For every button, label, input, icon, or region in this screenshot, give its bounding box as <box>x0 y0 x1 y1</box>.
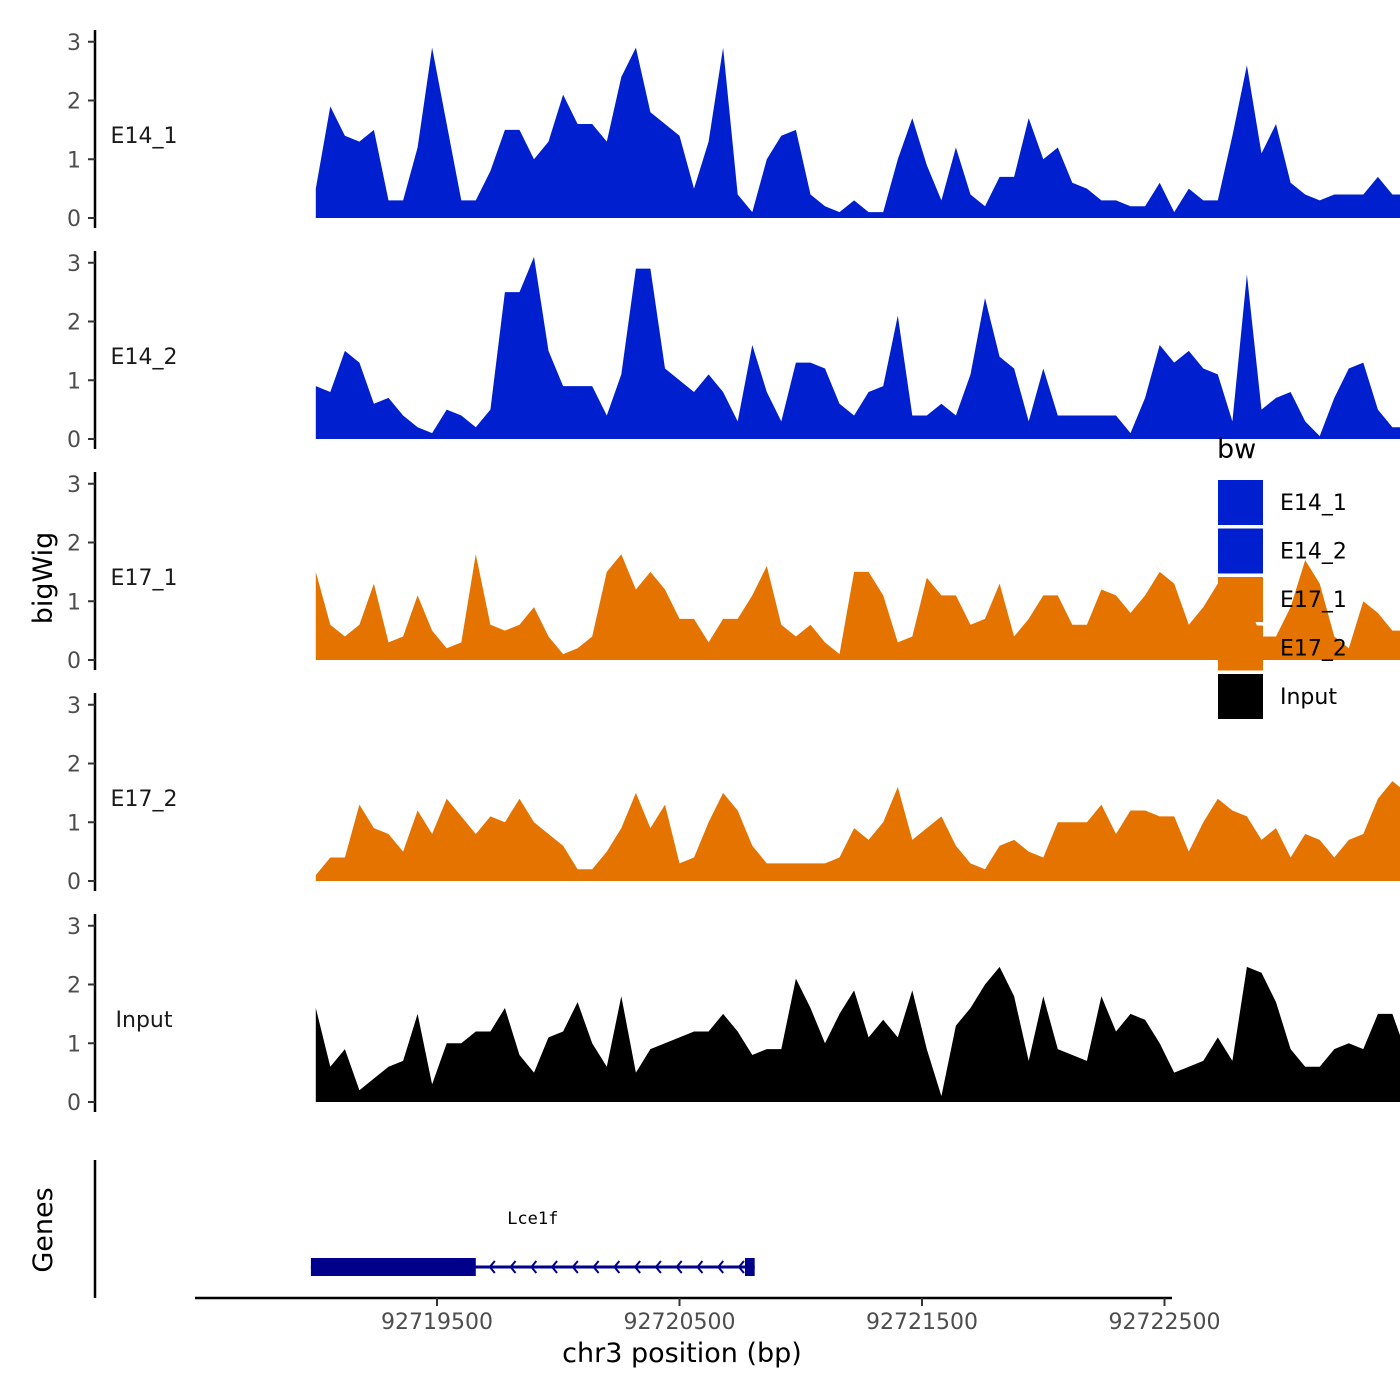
y-tick-label: 3 <box>67 252 81 277</box>
track-label: Input <box>116 1008 173 1033</box>
y-tick-label: 0 <box>67 870 81 895</box>
x-tick-label: 92722500 <box>1109 1310 1221 1335</box>
track-label: E14_1 <box>111 124 178 149</box>
track-label: E17_1 <box>111 566 178 591</box>
legend-label-e17-1: E17_1 <box>1280 588 1347 613</box>
y-axis-title: bigWig <box>28 532 59 625</box>
legend-swatch-e14-1 <box>1218 480 1263 525</box>
y-tick-label: 3 <box>67 473 81 498</box>
gene-exon-block <box>744 1258 755 1276</box>
y-tick-label: 0 <box>67 428 81 453</box>
y-tick-label: 3 <box>67 694 81 719</box>
legend: bw E14_1 E14_2 E17_1 E17_2 Input <box>1217 434 1347 719</box>
y-tick-label: 1 <box>67 590 81 615</box>
strand-arrow <box>530 1260 538 1274</box>
strand-arrow <box>550 1260 558 1274</box>
y-tick-label: 2 <box>67 532 81 557</box>
y-tick-label: 2 <box>67 90 81 115</box>
genes-track-title: Genes <box>28 1187 59 1272</box>
strand-arrow <box>654 1260 662 1274</box>
legend-swatch-e17-2 <box>1218 625 1263 671</box>
coverage-area-input <box>315 966 1400 1102</box>
track-e14-1: 0 1 2 3 E14_1 <box>67 30 1400 232</box>
x-tick-label: 92720500 <box>624 1310 736 1335</box>
track-label: E17_2 <box>111 787 178 812</box>
y-tick-label: 0 <box>67 1091 81 1116</box>
legend-swatch-input <box>1218 674 1263 719</box>
tracks-area: 0 1 2 3 E14_1 0 1 2 3 E14_2 0 1 2 3 E17_1 0 1 2 3 E17_2 0 1 2 3… <box>67 30 1400 1116</box>
strand-arrow <box>675 1260 683 1274</box>
y-tick-label: 0 <box>67 649 81 674</box>
legend-label-e14-2: E14_2 <box>1280 540 1347 565</box>
y-tick-label: 0 <box>67 207 81 232</box>
coverage-area-e14-1 <box>315 47 1400 218</box>
y-tick-label: 1 <box>67 369 81 394</box>
strand-arrow <box>509 1260 517 1274</box>
track-e17-1: 0 1 2 3 E17_1 <box>67 472 1400 674</box>
genes-track: Genes Lce1f <box>28 1160 755 1298</box>
y-tick-label: 3 <box>67 915 81 940</box>
track-label: E14_2 <box>111 345 178 370</box>
x-tick-label: 92721500 <box>866 1310 978 1335</box>
strand-arrow <box>571 1260 579 1274</box>
strand-arrow <box>592 1260 600 1274</box>
legend-label-e14-1: E14_1 <box>1280 491 1347 516</box>
strand-arrow <box>737 1260 745 1274</box>
track-e14-2: 0 1 2 3 E14_2 <box>67 251 1400 453</box>
y-tick-label: 1 <box>67 148 81 173</box>
strand-arrow <box>613 1260 621 1274</box>
gene-label: Lce1f <box>507 1209 558 1229</box>
coverage-area-e17-2 <box>315 781 1400 881</box>
legend-swatch-e14-2 <box>1218 528 1263 574</box>
legend-title: bw <box>1217 434 1256 465</box>
track-input: 0 1 2 3 Input <box>67 914 1400 1116</box>
strand-arrow <box>716 1260 724 1274</box>
gene-exon-block <box>310 1258 476 1276</box>
y-tick-label: 2 <box>67 753 81 778</box>
coverage-area-e14-2 <box>315 256 1400 439</box>
strand-arrow <box>696 1260 704 1274</box>
legend-label-e17-2: E17_2 <box>1280 637 1347 662</box>
x-axis: chr3 position (bp) 92719500 92720500 92721… <box>195 1296 1221 1369</box>
y-tick-label: 3 <box>67 31 81 56</box>
strand-arrow <box>633 1260 641 1274</box>
y-tick-label: 1 <box>67 811 81 836</box>
y-tick-label: 2 <box>67 311 81 336</box>
legend-label-input: Input <box>1280 685 1337 710</box>
y-tick-label: 1 <box>67 1032 81 1057</box>
x-axis-title: chr3 position (bp) <box>562 1338 802 1369</box>
y-tick-label: 2 <box>67 974 81 999</box>
legend-swatch-e17-1 <box>1218 577 1263 622</box>
coverage-area-e17-1 <box>315 554 1400 660</box>
strand-arrow <box>488 1260 496 1274</box>
x-tick-label: 92719500 <box>381 1310 493 1335</box>
track-e17-2: 0 1 2 3 E17_2 <box>67 693 1400 895</box>
